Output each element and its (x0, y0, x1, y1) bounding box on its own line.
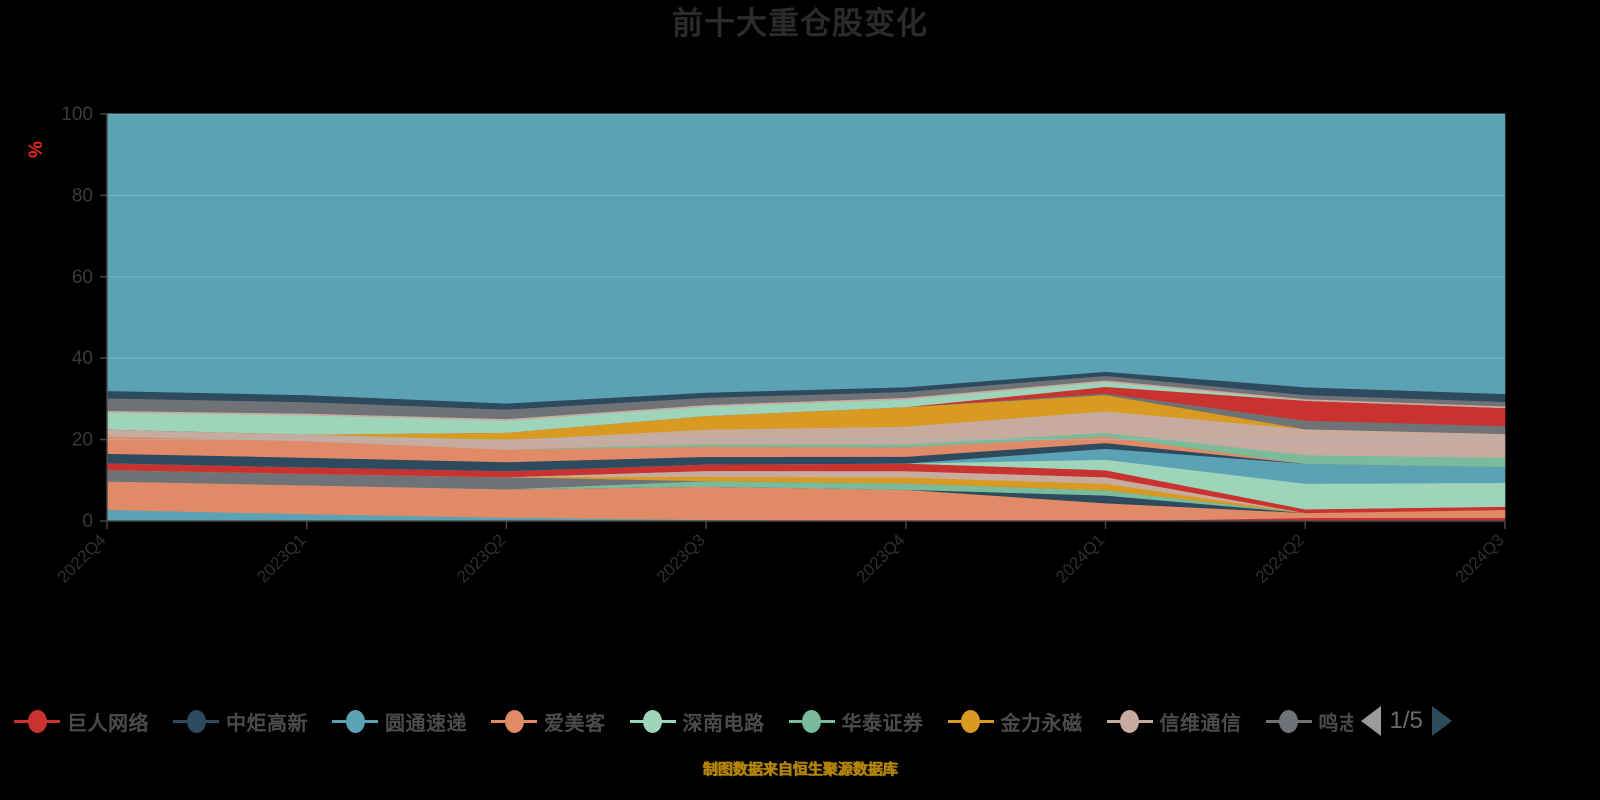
page-title: 前十大重仓股变化 (672, 6, 928, 41)
legend-pager[interactable]: 1/5 (1360, 706, 1452, 736)
stacked-area-chart: 0 20 40 60 80 100% 2022Q4 2023Q1 2023Q2 2023Q3 202… (26, 104, 1508, 587)
legend-item-label: 鸣志电器 (1318, 712, 1353, 735)
x-tick-label: 2024Q2 (1252, 530, 1308, 586)
legend-next-page-button[interactable] (1431, 706, 1452, 736)
chart-plot-area: 0 20 40 60 80 100% 2022Q4 2023Q1 2023Q2 2023Q3 202… (26, 104, 1508, 587)
legend-marker-icon (332, 708, 378, 734)
area-band (106, 113, 1506, 404)
legend-marker-icon (788, 708, 835, 734)
y-tick-label: 20 (72, 430, 93, 451)
legend-item-label: 中炬高新 (226, 712, 308, 735)
legend-item-label: 圆通速递 (385, 712, 467, 735)
x-tick-label: 2023Q2 (453, 530, 509, 586)
legend-item-label: 深南电路 (682, 712, 765, 735)
y-tick-label: 0 (82, 511, 93, 532)
legend-item-5[interactable]: 深南电路 (629, 707, 765, 736)
chart-legend: 巨人网络 中炬高新 圆通速递 爱美客 深南电路 华泰证券 金力永磁 信维通信 鸣志电器 1/5 (0, 690, 1600, 752)
legend-item-label: 巨人网络 (67, 712, 149, 735)
y-tick-label: 60 (72, 267, 93, 288)
legend-item-9[interactable]: 鸣志电器 (1265, 707, 1353, 736)
legend-item-label: 爱美客 (544, 712, 606, 735)
x-tick-label: 2024Q3 (1452, 530, 1508, 586)
x-tick-label: 2024Q1 (1052, 530, 1108, 586)
legend-item-label: 信维通信 (1159, 712, 1242, 735)
legend-marker-icon (491, 708, 537, 734)
x-tick-label: 2023Q1 (253, 530, 309, 586)
legend-item-2[interactable]: 中炬高新 (173, 707, 308, 736)
legend-marker-icon (629, 708, 676, 734)
legend-marker-icon (173, 708, 219, 734)
legend-item-3[interactable]: 圆通速递 (332, 707, 467, 736)
x-tick-label: 2022Q4 (54, 530, 110, 586)
legend-item-4[interactable]: 爱美客 (491, 707, 606, 736)
legend-item-7[interactable]: 金力永磁 (947, 707, 1083, 736)
legend-marker-icon (947, 708, 994, 734)
legend-item-6[interactable]: 华泰证券 (788, 707, 924, 736)
x-tick-label: 2023Q3 (653, 530, 709, 586)
y-tick-label: 100 (61, 104, 93, 125)
y-tick-label: 80 (72, 185, 93, 206)
legend-page-count: 1/5 (1389, 707, 1423, 734)
gridlines (107, 113, 1505, 441)
chart-source-note: 制图数据来自恒生聚源数据库 (702, 761, 898, 778)
legend-item-1[interactable]: 巨人网络 (14, 707, 149, 736)
legend-marker-icon (14, 708, 60, 734)
area-bands (106, 113, 1506, 522)
legend-marker-icon (1265, 708, 1312, 734)
x-tick-label: 2023Q4 (852, 530, 908, 586)
legend-prev-page-button[interactable] (1360, 706, 1381, 736)
legend-item-label: 金力永磁 (1000, 712, 1083, 735)
legend-item-label: 华泰证券 (841, 712, 924, 735)
legend-marker-icon (1106, 708, 1153, 734)
y-axis-unit-label: % (26, 141, 47, 158)
y-tick-label: 40 (72, 348, 93, 369)
legend-item-8[interactable]: 信维通信 (1106, 707, 1242, 736)
